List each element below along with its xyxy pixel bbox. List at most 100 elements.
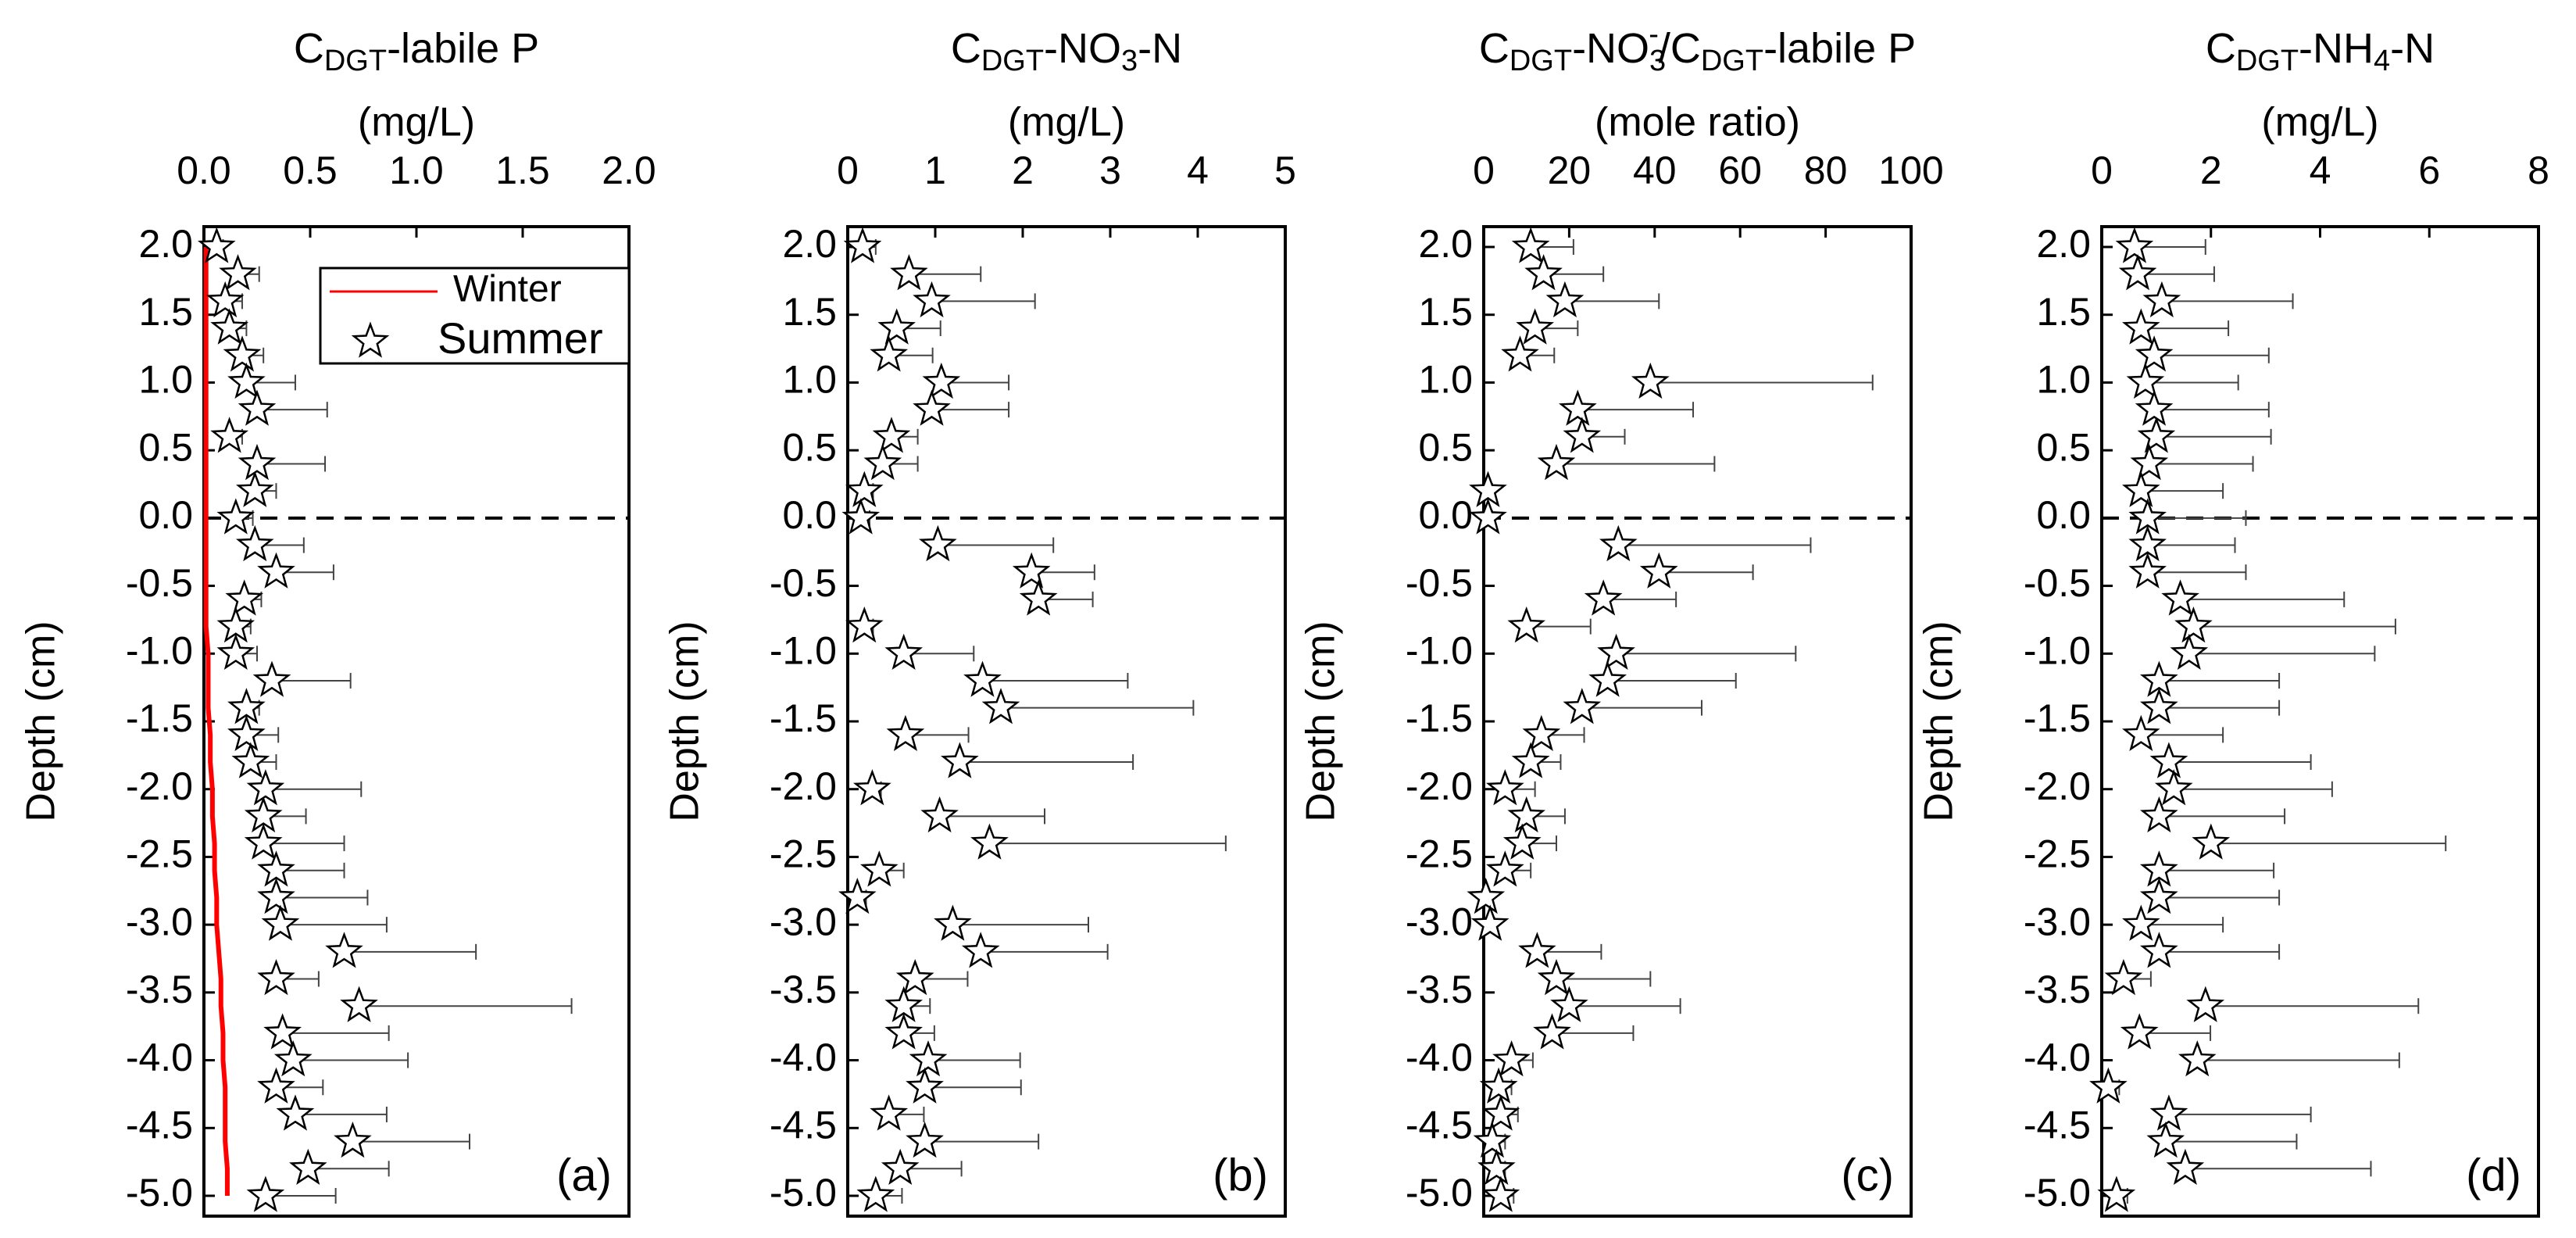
y-tick-label: -1.5 [2024,696,2091,740]
star-marker [236,471,274,507]
title-part: DGT [981,45,1044,77]
star-marker [2178,1040,2217,1077]
star-marker [1502,823,1542,860]
panel-title: CDGT-NO3-N [951,25,1182,77]
star-marker [963,660,1002,697]
y-tick-label: -4.5 [2024,1103,2091,1147]
y-axis-label: Depth (cm) [1299,621,1344,821]
star-marker [2139,688,2178,725]
star-marker [1501,335,1539,372]
plot-frame [846,225,1287,1218]
star-marker [1545,281,1585,318]
panel-title: CDGT-NH4-N [2206,25,2435,77]
star-marker [2089,1067,2128,1104]
y-tick-label: 1.5 [1418,290,1473,334]
star-marker [252,660,291,697]
x-tick-label: 0.5 [283,148,338,192]
star-marker [2154,769,2193,806]
y-tick-label: -4.5 [770,1103,837,1147]
star-marker [210,308,249,345]
star-marker [1550,986,1588,1022]
title-part: -labile P [1763,25,1916,72]
y-tick-label: 0.0 [2036,493,2091,537]
y-tick-label: -5.0 [126,1171,193,1215]
star-marker [2166,1148,2205,1185]
star-marker [1507,606,1545,643]
y-tick-label: -3.0 [2024,900,2091,943]
star-marker [1516,308,1555,345]
star-marker [2174,606,2213,643]
star-marker [863,443,902,481]
star-marker [1473,1122,1512,1158]
y-tick-label: -3.0 [126,900,193,943]
y-tick-label: 1.0 [138,358,193,402]
star-marker [236,524,274,562]
star-marker [1537,443,1576,481]
star-marker [263,1013,302,1050]
star-marker [2128,552,2167,589]
title-part: DGT [324,45,387,77]
y-tick-label: -4.5 [1406,1103,1473,1147]
star-marker [2149,1094,2188,1131]
title-part: 3 [1649,45,1666,77]
star-marker [2161,579,2199,616]
y-tick-label: -0.5 [2024,561,2091,605]
y-tick-label: 0.5 [1418,425,1473,469]
x-tick-label: 2 [1012,148,1034,192]
star-marker [845,471,884,507]
y-tick-label: -5.0 [1406,1171,1473,1215]
star-marker [870,335,909,372]
y-tick-label: -3.5 [126,968,193,1011]
title-part: DGT [1701,45,1763,77]
title-part: /C [1659,25,1701,72]
title-part: -labile P [387,25,539,72]
star-marker [886,714,925,751]
star-marker [841,498,881,535]
star-marker [276,1094,315,1131]
title-part: DGT [1510,45,1572,77]
y-tick-label: 1.0 [2036,358,2091,402]
star-marker [1012,552,1051,589]
y-tick-label: 2.0 [138,222,193,266]
star-marker [1481,1094,1520,1131]
star-marker [2149,742,2188,778]
star-marker [261,904,300,941]
x-tick-label: 5 [1274,148,1296,192]
star-marker [1477,1148,1516,1185]
star-marker [838,877,877,914]
star-marker [909,1040,948,1077]
star-marker [273,1040,313,1077]
star-marker [1597,633,1635,670]
legend-star [351,321,390,358]
star-marker [918,524,957,562]
legend-label: Summer [438,313,603,363]
star-marker [1533,1013,1571,1050]
star-marker [216,633,255,670]
x-tick-label: 3 [1099,148,1121,192]
star-marker [1563,688,1602,725]
x-axis-label: (mg/L) [1008,100,1125,145]
title-part: DGT [2236,45,2299,77]
star-marker [244,823,283,860]
star-marker [1492,1040,1531,1077]
y-tick-label: 1.5 [782,290,837,334]
star-marker [205,281,245,318]
star-marker [845,606,884,643]
star-marker [1584,579,1623,616]
star-marker [2126,362,2165,399]
x-tick-label: 1.5 [495,148,550,192]
y-tick-label: -3.5 [770,968,837,1011]
star-marker [934,904,972,941]
star-marker [853,769,891,806]
y-tick-label: 1.0 [782,358,837,402]
star-marker [1522,714,1561,751]
legend-label: Winter [453,269,562,310]
y-tick-label: -2.0 [1406,764,1473,808]
star-marker [2097,1175,2136,1212]
star-marker [219,254,257,291]
x-tick-label: 4 [2310,148,2331,192]
star-marker [334,1122,372,1158]
star-marker [257,958,295,996]
y-tick-label: 0.5 [2036,425,2091,469]
y-tick-label: 0.0 [1418,493,1473,537]
